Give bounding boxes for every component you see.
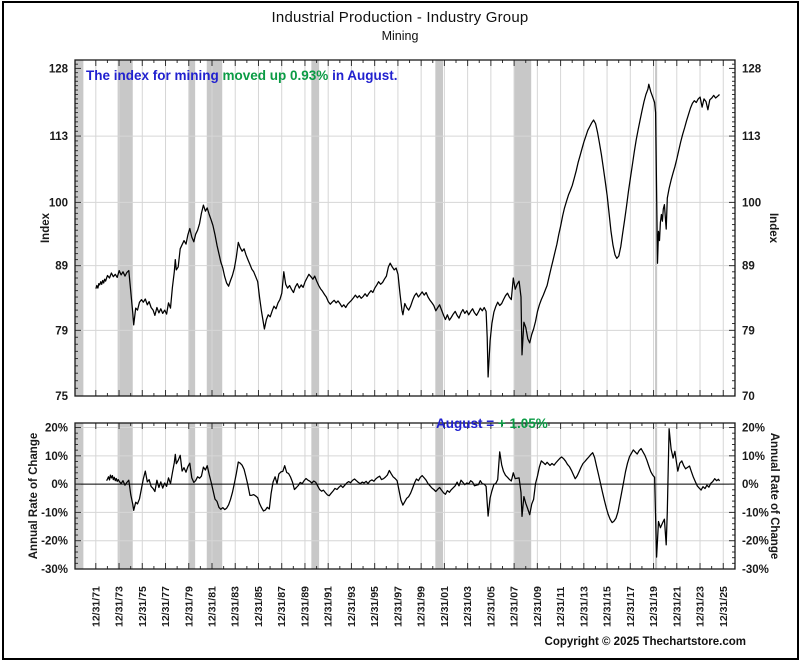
- copyright-text: Copyright © 2025 Thechartstore.com: [544, 636, 746, 648]
- svg-text:-20%: -20%: [41, 536, 68, 548]
- svg-text:12/31/07: 12/31/07: [509, 586, 521, 627]
- svg-text:-10%: -10%: [742, 507, 769, 519]
- gridlines: [75, 60, 735, 569]
- bottom-panel-annotation: August = + 1.05%: [436, 416, 548, 431]
- axis-titles: Index Index Annual Rate of Change Annual Ra…: [28, 212, 780, 559]
- annotation-text-green: + 1.05%: [497, 416, 548, 431]
- svg-text:12/31/05: 12/31/05: [485, 586, 497, 627]
- svg-text:100: 100: [742, 197, 761, 209]
- svg-text:10%: 10%: [742, 451, 765, 463]
- svg-text:-20%: -20%: [742, 536, 769, 548]
- svg-text:0%: 0%: [51, 479, 68, 491]
- svg-text:0%: 0%: [742, 479, 759, 491]
- x-axis-labels: 12/31/71 12/31/73 12/31/75 12/31/77 12/31/79…: [90, 586, 730, 627]
- svg-text:89: 89: [742, 261, 755, 273]
- svg-text:89: 89: [55, 261, 68, 273]
- svg-text:20%: 20%: [45, 423, 68, 435]
- page-subtitle: Mining: [381, 29, 419, 43]
- svg-text:75: 75: [55, 391, 68, 403]
- svg-text:12/31/97: 12/31/97: [392, 586, 404, 627]
- svg-text:12/31/89: 12/31/89: [300, 586, 312, 627]
- svg-text:12/31/21: 12/31/21: [671, 586, 683, 627]
- svg-text:113: 113: [49, 131, 68, 143]
- svg-text:10%: 10%: [45, 451, 68, 463]
- svg-text:Index: Index: [40, 212, 52, 243]
- y-axis-labels: 128 128 113 113 100 100 89 89 79 79 75 70 20% 20% 10% 1…: [41, 63, 769, 576]
- svg-text:79: 79: [742, 325, 755, 337]
- svg-text:79: 79: [55, 325, 68, 337]
- svg-text:Index: Index: [767, 213, 779, 244]
- svg-text:12/31/13: 12/31/13: [578, 586, 590, 627]
- recession-bands: [75, 60, 658, 569]
- svg-text:-30%: -30%: [742, 564, 769, 576]
- svg-text:20%: 20%: [742, 423, 765, 435]
- top-panel-annotation: The index for mining moved up 0.93% in A…: [86, 68, 398, 83]
- annotation-text-blue: in August.: [328, 68, 398, 83]
- svg-text:12/31/23: 12/31/23: [695, 586, 707, 627]
- svg-text:12/31/91: 12/31/91: [323, 586, 335, 627]
- svg-text:Annual Rate of Change: Annual Rate of Change: [768, 433, 780, 560]
- svg-text:-10%: -10%: [41, 507, 68, 519]
- annotation-text-blue: The index for mining: [86, 68, 223, 83]
- annotation-text-blue: August =: [436, 416, 498, 431]
- svg-text:12/31/77: 12/31/77: [160, 586, 172, 627]
- svg-text:12/31/73: 12/31/73: [114, 586, 126, 627]
- svg-text:12/31/99: 12/31/99: [416, 586, 428, 627]
- svg-text:12/31/25: 12/31/25: [718, 586, 730, 627]
- svg-text:12/31/93: 12/31/93: [346, 586, 358, 627]
- svg-text:12/31/95: 12/31/95: [369, 586, 381, 627]
- svg-text:12/31/71: 12/31/71: [90, 586, 102, 627]
- svg-text:128: 128: [49, 63, 69, 75]
- svg-text:12/31/85: 12/31/85: [253, 586, 265, 627]
- svg-text:-30%: -30%: [41, 564, 68, 576]
- svg-text:12/31/87: 12/31/87: [276, 586, 288, 627]
- data-lines: [95, 83, 721, 558]
- svg-text:12/31/79: 12/31/79: [183, 586, 195, 627]
- svg-text:113: 113: [742, 131, 761, 143]
- svg-text:12/31/11: 12/31/11: [555, 587, 567, 627]
- svg-text:Annual Rate of Change: Annual Rate of Change: [28, 433, 40, 560]
- svg-text:12/31/01: 12/31/01: [439, 586, 451, 627]
- panel-frames: [74, 59, 736, 570]
- svg-text:128: 128: [742, 63, 762, 75]
- svg-text:70: 70: [742, 391, 755, 403]
- svg-text:12/31/15: 12/31/15: [602, 586, 614, 627]
- svg-text:12/31/83: 12/31/83: [230, 586, 242, 627]
- svg-text:100: 100: [49, 197, 68, 209]
- annotation-text-green: moved up 0.93%: [222, 68, 329, 83]
- svg-text:12/31/75: 12/31/75: [137, 586, 149, 627]
- svg-text:12/31/81: 12/31/81: [207, 586, 219, 627]
- svg-text:12/31/19: 12/31/19: [648, 586, 660, 627]
- svg-text:12/31/17: 12/31/17: [625, 586, 637, 627]
- svg-text:12/31/03: 12/31/03: [462, 586, 474, 627]
- svg-text:12/31/09: 12/31/09: [532, 586, 544, 627]
- page-title: Industrial Production - Industry Group: [271, 9, 529, 26]
